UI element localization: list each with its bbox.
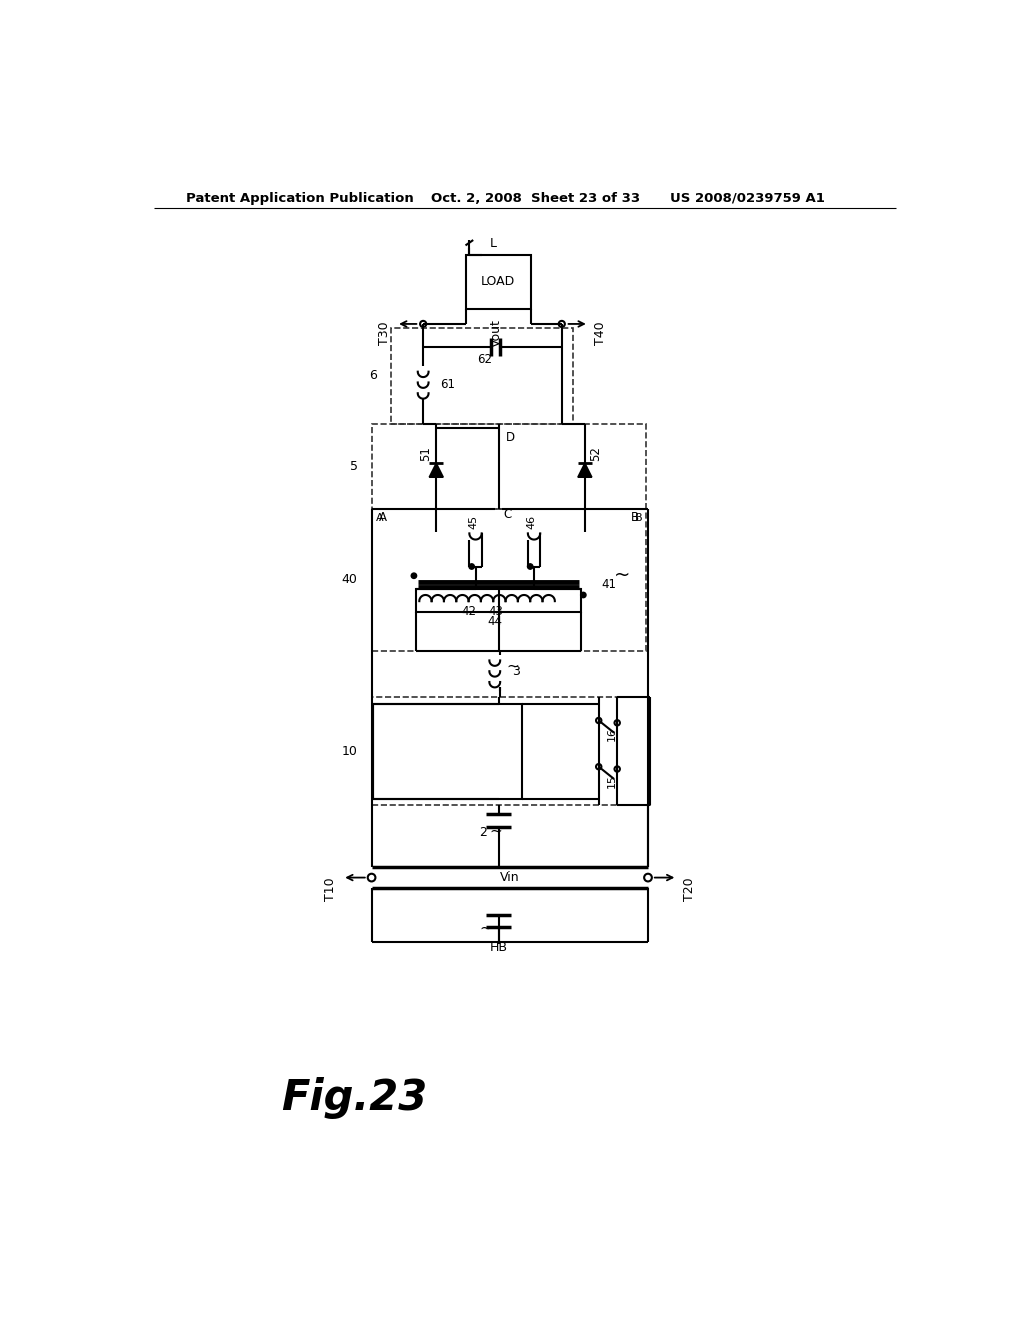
Text: A: A (376, 512, 383, 523)
Circle shape (581, 593, 586, 598)
Text: B: B (635, 512, 643, 523)
Text: Oct. 2, 2008: Oct. 2, 2008 (431, 191, 522, 205)
Text: 5: 5 (350, 459, 357, 473)
Text: D: D (506, 432, 515, 445)
Bar (466, 256, 531, 309)
Circle shape (469, 564, 474, 569)
Text: 10: 10 (342, 744, 357, 758)
Bar (372, 697, 650, 805)
Text: 42: 42 (462, 606, 477, 619)
Bar (391, 327, 573, 424)
Text: 2: 2 (479, 825, 487, 838)
Text: A: A (379, 511, 387, 524)
Polygon shape (578, 463, 592, 478)
Bar (416, 589, 581, 612)
Text: ~: ~ (506, 659, 519, 673)
Text: Sheet 23 of 33: Sheet 23 of 33 (531, 191, 640, 205)
Bar (373, 704, 521, 799)
Text: 6: 6 (369, 370, 377, 383)
Text: Fig.23: Fig.23 (281, 1077, 427, 1119)
Text: T30: T30 (378, 321, 391, 345)
Text: 43: 43 (488, 606, 504, 619)
Text: 45: 45 (468, 515, 478, 529)
Text: T10: T10 (324, 878, 337, 902)
Text: Vout: Vout (489, 319, 503, 347)
Text: T20: T20 (683, 878, 695, 902)
Bar (372, 508, 646, 651)
Bar (372, 424, 646, 508)
Text: B: B (631, 511, 639, 524)
Text: L: L (489, 236, 497, 249)
Text: LOAD: LOAD (481, 276, 515, 289)
Text: 62: 62 (477, 352, 493, 366)
Circle shape (412, 573, 417, 578)
Text: 15: 15 (607, 774, 616, 788)
Text: Patent Application Publication: Patent Application Publication (186, 191, 414, 205)
Text: ~: ~ (489, 824, 502, 840)
Text: 46: 46 (526, 515, 537, 529)
Text: 52: 52 (589, 446, 602, 461)
Text: ~: ~ (613, 566, 630, 585)
Text: 44: 44 (487, 615, 502, 628)
Text: HB: HB (489, 941, 508, 954)
Text: US 2008/0239759 A1: US 2008/0239759 A1 (670, 191, 824, 205)
Text: T40: T40 (594, 321, 607, 345)
Text: 40: 40 (342, 573, 357, 586)
Text: C: C (504, 508, 512, 521)
Text: 3: 3 (512, 665, 520, 678)
Circle shape (527, 564, 532, 569)
Text: ~: ~ (479, 921, 493, 936)
Text: Vin: Vin (500, 871, 519, 884)
Text: 16: 16 (607, 727, 616, 742)
Polygon shape (429, 463, 443, 478)
Text: 41: 41 (601, 578, 616, 591)
Text: 61: 61 (440, 379, 455, 391)
Text: 51: 51 (420, 446, 432, 461)
